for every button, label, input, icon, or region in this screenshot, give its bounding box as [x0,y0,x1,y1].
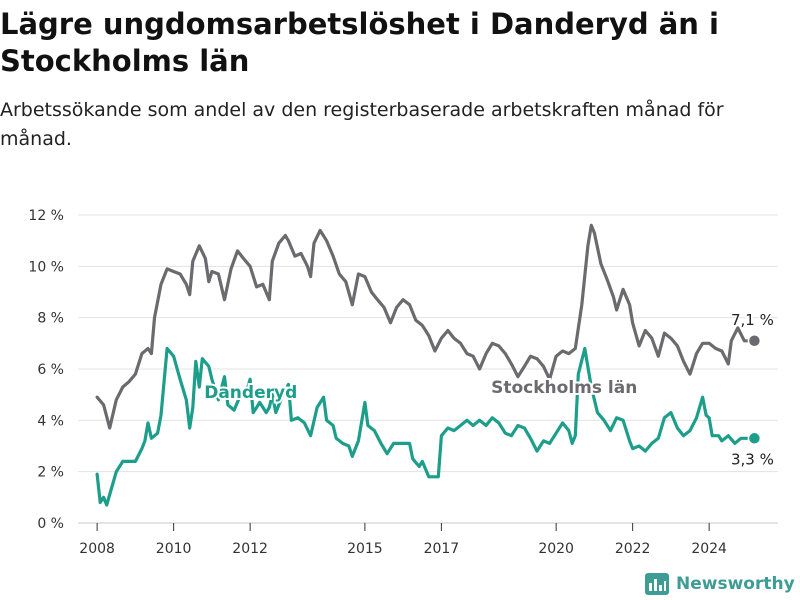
y-axis-ticks: 0 % 2 % 4 % 6 % 8 % 10 % 12 % [28,208,64,532]
x-tick-label: 2020 [538,541,574,557]
brand-logo: Newsworthy [644,570,795,598]
y-tick-label: 10 % [28,259,64,275]
y-tick-label: 6 % [37,362,64,378]
x-tick-label: 2017 [424,541,460,557]
y-tick-label: 8 % [37,311,64,327]
end-point-marker [747,431,762,446]
y-tick-label: 4 % [37,413,64,429]
series-labels: 7,1 % 3,3 % Danderyd Stockholms län [202,309,775,470]
y-tick-label: 12 % [28,208,64,224]
chart-subtitle: Arbetssökande som andel av den registerb… [0,99,724,150]
y-tick-label: 2 % [37,465,64,481]
series-annotation-label: Danderyd [204,383,297,403]
newsworthy-logo-icon [645,573,669,595]
x-tick-label: 2012 [232,541,268,557]
x-tick-label: 2022 [615,541,651,557]
end-value-label: 3,3 % [731,450,774,468]
x-tick-label: 2010 [156,541,192,557]
x-tick-label: 2015 [347,541,383,557]
chart-title: Lägre ungdomsarbetslöshet i Danderyd än … [0,7,719,78]
y-tick-label: 0 % [37,516,64,532]
series-line-danderyd [95,346,749,507]
end-point-marker [747,334,762,348]
brand-name: Newsworthy [676,574,795,594]
x-tick-label: 2008 [79,541,115,557]
series-annotation-label: Stockholms län [491,378,637,398]
series-lines [95,223,762,507]
series-line-stockholms-län [95,223,749,430]
end-value-label: 7,1 % [731,311,774,329]
x-axis: 2008 2010 2012 2015 2017 2020 2022 2024 [79,523,727,557]
x-tick-label: 2024 [691,541,727,557]
